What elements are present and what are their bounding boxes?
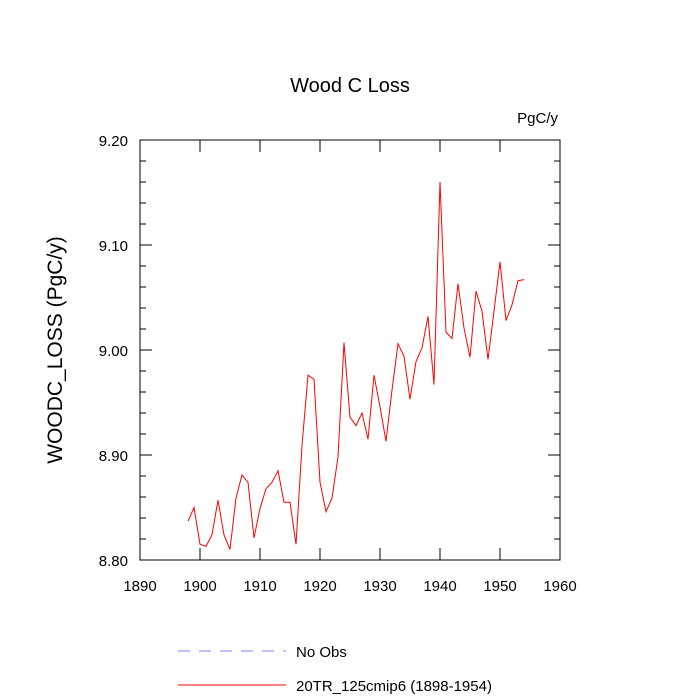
x-tick-labels: 1890 1900 1910 1920 1930 1940 1950 1960 [123,578,576,595]
plot-frame [139,139,561,561]
y-tick-label: 8.80 [99,553,128,570]
x-tick-label: 1930 [363,578,396,595]
units-label: PgC/y [517,110,558,127]
legend-label-no-obs: No Obs [296,644,347,661]
legend-label-20tr: 20TR_125cmip6 (1898-1954) [296,678,492,695]
series-points [188,182,524,550]
x-tick-label: 1960 [543,578,576,595]
x-tick-label: 1950 [483,578,516,595]
x-tick-label: 1900 [183,578,216,595]
axis-ticks [139,139,561,561]
y-tick-label: 9.10 [99,238,128,255]
y-axis-label: WOODC_LOSS (PgC/y) [44,236,67,464]
y-tick-label: 9.00 [99,343,128,360]
x-tick-label: 1920 [303,578,336,595]
legend: No Obs 20TR_125cmip6 (1898-1954) [178,644,492,695]
x-tick-label: 1910 [243,578,276,595]
chart-title: Wood C Loss [290,75,410,97]
series-line-20tr-125cmip6 [187,181,525,550]
x-tick-label: 1890 [123,578,156,595]
y-tick-label: 9.20 [99,133,128,150]
y-tick-label: 8.90 [99,448,128,465]
x-tick-label: 1940 [423,578,456,595]
y-tick-labels: 8.80 8.90 9.00 9.10 9.20 [99,133,128,570]
